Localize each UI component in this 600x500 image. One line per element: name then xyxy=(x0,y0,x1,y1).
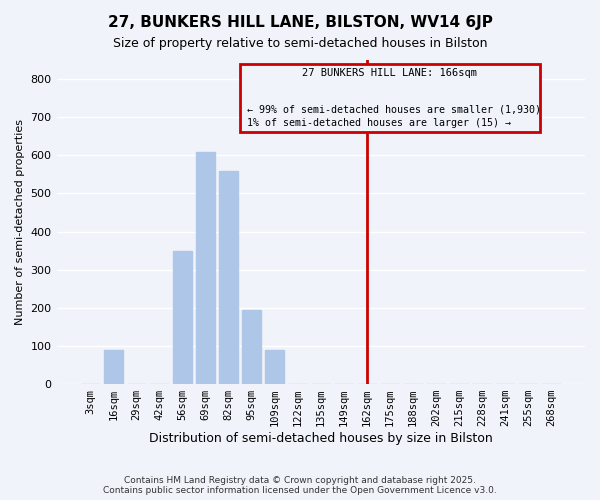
Text: ← 99% of semi-detached houses are smaller (1,930): ← 99% of semi-detached houses are smalle… xyxy=(247,104,541,115)
Bar xyxy=(173,250,193,384)
FancyBboxPatch shape xyxy=(240,64,539,132)
Y-axis label: Number of semi-detached properties: Number of semi-detached properties xyxy=(15,119,25,325)
Bar xyxy=(219,170,238,384)
Text: 1% of semi-detached houses are larger (15) →: 1% of semi-detached houses are larger (1… xyxy=(247,118,511,128)
Bar xyxy=(242,310,262,384)
Text: Contains HM Land Registry data © Crown copyright and database right 2025.
Contai: Contains HM Land Registry data © Crown c… xyxy=(103,476,497,495)
Bar xyxy=(196,152,215,384)
Text: 27 BUNKERS HILL LANE: 166sqm: 27 BUNKERS HILL LANE: 166sqm xyxy=(302,68,478,78)
Text: Size of property relative to semi-detached houses in Bilston: Size of property relative to semi-detach… xyxy=(113,38,487,51)
Bar xyxy=(104,350,123,384)
Bar xyxy=(265,350,284,384)
Text: 27, BUNKERS HILL LANE, BILSTON, WV14 6JP: 27, BUNKERS HILL LANE, BILSTON, WV14 6JP xyxy=(107,15,493,30)
X-axis label: Distribution of semi-detached houses by size in Bilston: Distribution of semi-detached houses by … xyxy=(149,432,493,445)
